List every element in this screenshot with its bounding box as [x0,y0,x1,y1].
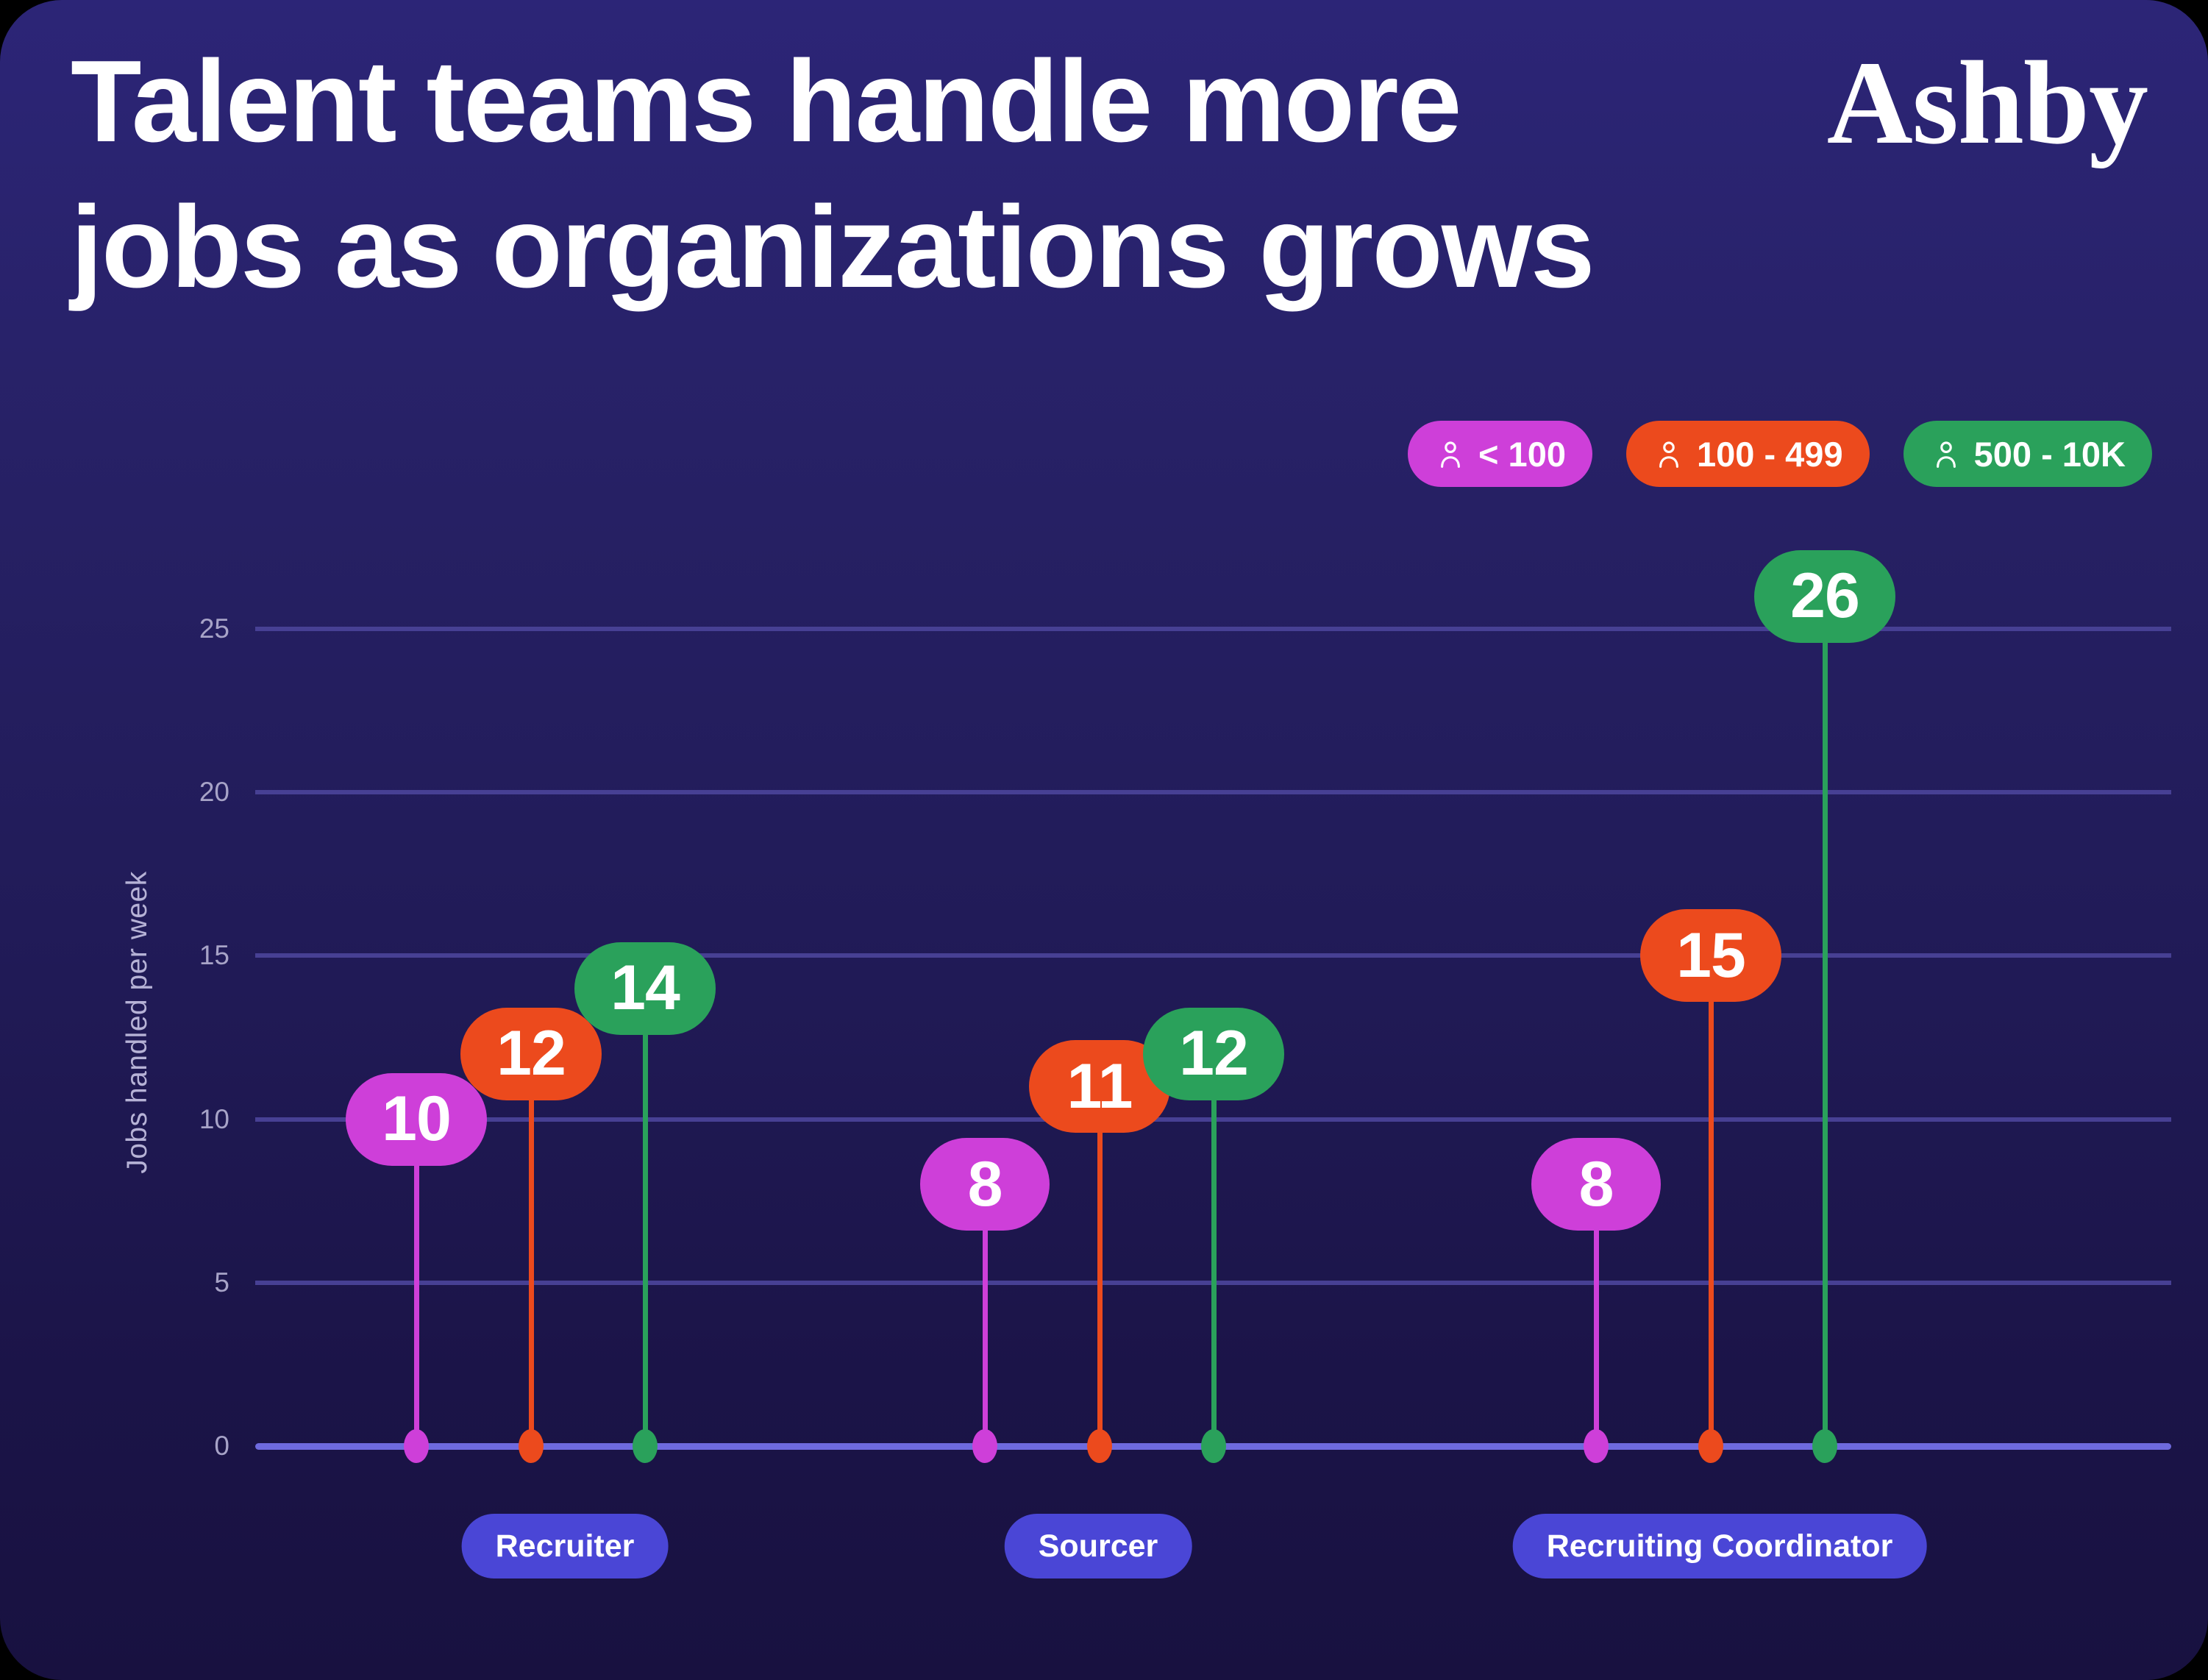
lollipop-dot [1201,1429,1226,1463]
chart-title-line2: jobs as organizations grows [71,182,1595,312]
legend-label: < 100 [1478,434,1566,474]
legend-pill-2: 100 - 499 [1625,421,1870,487]
lollipop-dot [1087,1429,1112,1463]
value-bubble: 14 [574,942,716,1035]
value-bubble: 15 [1640,909,1781,1003]
lollipop-dot [404,1429,429,1463]
y-tick-label-10: 10 [199,1103,229,1134]
legend-label: 500 - 10K [1973,434,2126,474]
category-label-recruiting-coordinator: Recruiting Coordinator [1512,1514,1927,1578]
lollipop-stem [982,1184,988,1446]
legend-pill-3: 500 - 10K [1903,421,2152,487]
value-bubble: 12 [1143,1007,1284,1100]
lollipop-dot [1584,1429,1609,1463]
chart-title-line1: Talent teams handle more [71,37,1462,166]
category-label-sourcer: Sourcer [1004,1514,1192,1578]
y-tick-label-0: 0 [214,1431,229,1461]
y-tick-label-5: 5 [214,1267,229,1298]
legend: < 100 100 - 499 500 - 10K [1408,421,2152,487]
gridline-20 [255,790,2171,795]
value-bubble: 10 [346,1072,487,1166]
lollipop-stem [1708,955,1714,1446]
value-bubble: 8 [1531,1138,1661,1231]
gridline-25 [255,627,2171,631]
legend-pill-1: < 100 [1408,421,1592,487]
lollipop-dot [519,1429,544,1463]
person-icon [1936,441,1956,468]
value-bubble: 12 [460,1007,602,1100]
value-bubble: 8 [920,1138,1050,1231]
legend-label: 100 - 499 [1696,434,1843,474]
gridline-15 [255,953,2171,958]
lollipop-stem [1593,1184,1599,1446]
lollipop-stem [528,1053,534,1446]
lollipop-stem [1822,596,1828,1446]
chart-title: Talent teams handle more jobs as organiz… [71,29,1595,320]
lollipop-dot [1812,1429,1837,1463]
lollipop-stem [1097,1086,1103,1446]
person-icon [1659,441,1678,468]
ashby-logo: Ashby [1826,38,2148,169]
lollipop-stem [413,1119,419,1446]
category-label-recruiter: Recruiter [461,1514,669,1578]
lollipop-stem [1211,1053,1217,1446]
y-tick-label-20: 20 [199,777,229,808]
lollipop-stem [642,988,648,1446]
person-icon [1441,441,1460,468]
lollipop-dot [633,1429,658,1463]
lollipop-dot [972,1429,997,1463]
y-tick-label-25: 25 [199,613,229,644]
lollipop-dot [1698,1429,1723,1463]
value-bubble: 11 [1029,1040,1170,1133]
y-tick-label-15: 15 [199,940,229,971]
value-bubble: 26 [1754,549,1895,643]
